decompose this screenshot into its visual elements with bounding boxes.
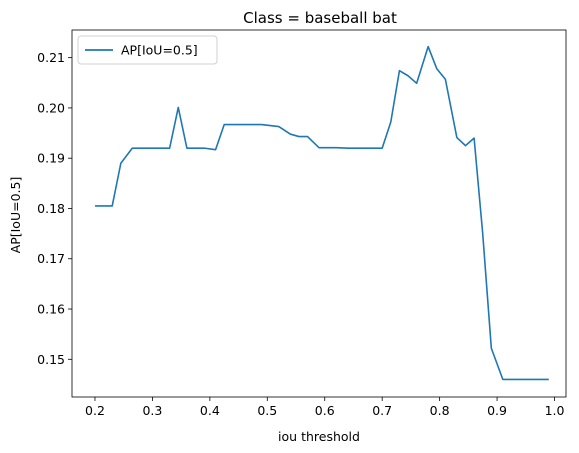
x-tick-label: 0.8 [430, 403, 450, 418]
x-tick-label: 0.3 [142, 403, 162, 418]
x-tick-label: 0.7 [372, 403, 392, 418]
x-tick-label: 0.4 [200, 403, 220, 418]
y-tick-label: 0.20 [37, 100, 65, 115]
legend-box [77, 35, 218, 65]
x-tick-label: 0.5 [257, 403, 277, 418]
x-axis-label: iou threshold [278, 429, 360, 444]
plot-area [72, 30, 566, 397]
y-tick-label: 0.15 [37, 352, 65, 367]
chart-title: Class = baseball bat [243, 9, 397, 27]
y-tick-label: 0.18 [37, 201, 65, 216]
legend-label: AP[IoU=0.5] [121, 43, 198, 58]
y-tick-label: 0.19 [37, 151, 65, 166]
y-tick-label: 0.21 [37, 50, 65, 65]
y-axis-label: AP[IoU=0.5] [8, 177, 23, 254]
y-tick-label: 0.16 [37, 302, 65, 317]
plot-background [72, 30, 566, 397]
series-line [94, 45, 549, 381]
y-tick-label: 0.17 [37, 251, 65, 266]
x-tick-label: 0.6 [315, 403, 335, 418]
x-tick-label: 0.9 [487, 403, 507, 418]
legend: AP[IoU=0.5] [77, 35, 218, 65]
y-axis: 0.15 0.16 0.17 0.18 0.19 0.20 0.21 [37, 50, 72, 367]
plot-frame [71, 29, 567, 398]
x-tick-label: 0.2 [85, 403, 105, 418]
x-tick-label: 1.0 [545, 403, 565, 418]
series-layer [94, 45, 549, 381]
x-axis: 0.2 0.3 0.4 0.5 0.6 0.7 0.8 0.9 1.0 [85, 397, 564, 418]
